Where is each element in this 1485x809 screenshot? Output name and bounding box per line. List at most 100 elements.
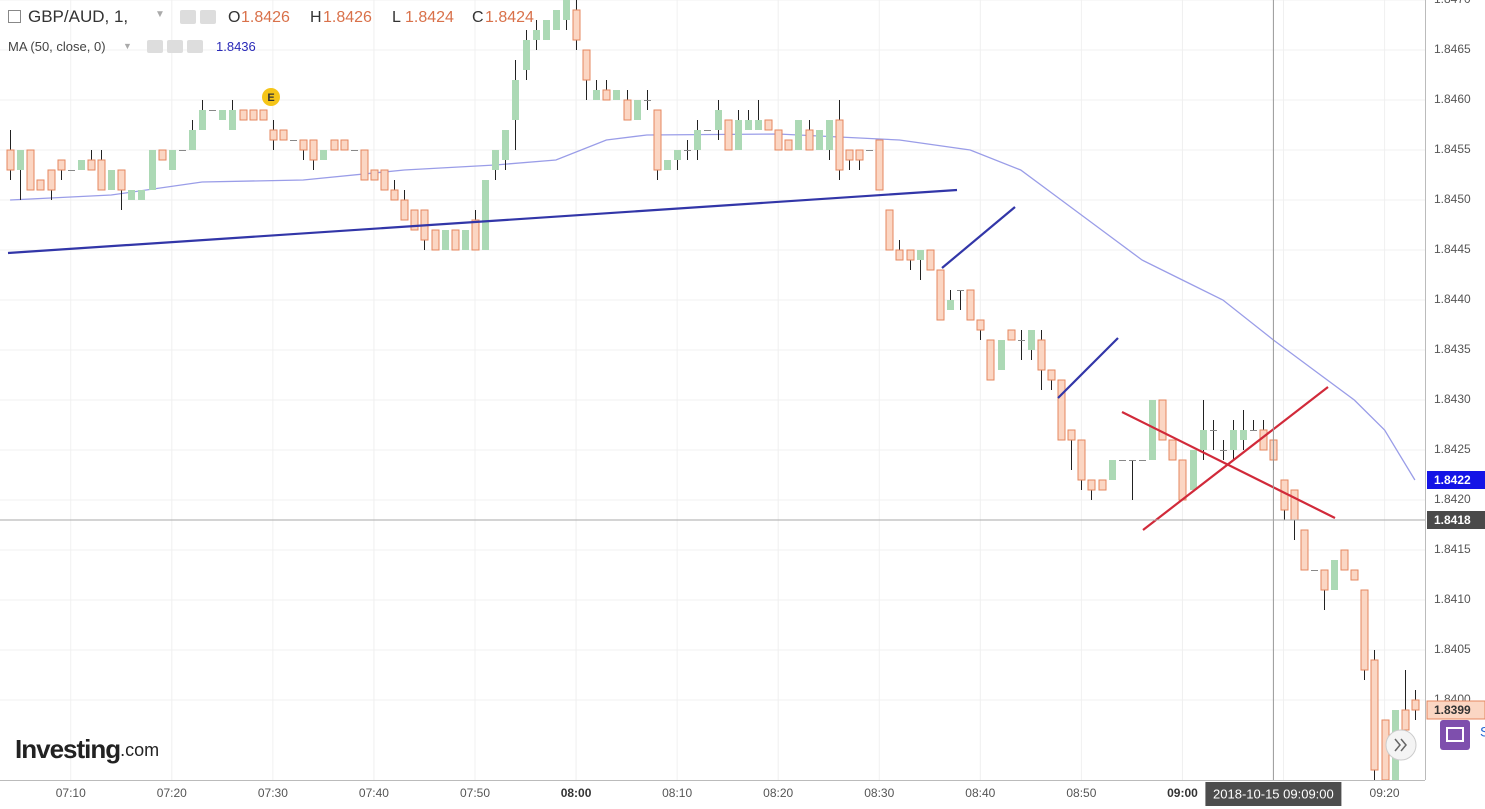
candle-body [78,160,85,170]
candle-body [826,120,833,150]
candle-body [1149,400,1156,460]
candle-body [330,139,339,151]
y-tick-label: 1.8405 [1434,642,1471,656]
candle-body [1360,589,1369,671]
dropdown-caret[interactable]: ▼ [155,9,165,20]
y-tick-label: 1.8450 [1434,192,1471,206]
candle-body [986,339,995,381]
candle-body [502,130,509,160]
candle-body [805,129,814,151]
candle-body [1129,460,1136,461]
candle-body [249,109,258,121]
candle-body [451,229,460,251]
candle-body [602,89,611,101]
candle-body [68,170,75,171]
watermark-suffix: .com [120,740,159,760]
event-marker[interactable] [262,88,280,106]
eye-icon[interactable] [180,10,196,24]
candle-body [410,209,419,231]
x-tick-label: 08:10 [662,786,692,800]
candle-body [370,169,379,181]
candle-body [431,229,440,251]
indicator-row: MA (50, close, 0) ▼ 1.8436 [0,37,260,57]
candle-body [360,149,369,181]
y-tick-label: 1.8465 [1434,42,1471,56]
candle-body [593,90,600,100]
candles [6,0,1420,781]
trend-line [1057,337,1119,399]
settings-icon[interactable] [200,10,216,24]
x-tick-label: 08:30 [864,786,894,800]
dropdown-caret[interactable]: ▼ [123,41,132,51]
y-tick-label: 1.8460 [1434,92,1471,106]
candle-body [1037,339,1046,371]
news-icon [1446,727,1464,742]
x-tick-label: 08:40 [965,786,995,800]
candle-body [1067,429,1076,441]
scroll-icon [1400,738,1407,752]
x-tick-label: 08:20 [763,786,793,800]
candle-body [774,129,783,151]
event-marker-label: E [267,92,274,104]
candle-body [209,110,216,111]
ohlc-key: C [472,9,484,26]
candle-body [1200,430,1207,450]
crosshair-price-tag-box [1427,511,1485,529]
collapse-icon[interactable] [8,10,21,23]
candle-body [320,150,327,160]
ohlc-value: 1.8424 [485,9,534,26]
candle-body [279,129,288,141]
trend-line [7,188,958,255]
y-tick-label: 1.8440 [1434,292,1471,306]
candle-body [875,139,884,191]
candle-body [169,150,176,170]
y-tick-label: 1.8420 [1434,492,1471,506]
candle-body [1220,450,1227,451]
candle-body [442,230,449,250]
candle-body [523,40,530,70]
candle-body [724,119,733,151]
scroll-button[interactable] [1385,729,1417,761]
candle-body [613,90,620,100]
candle-body [623,99,632,121]
candle-body [1178,459,1187,501]
candle-body [492,150,499,170]
candle-body [644,100,651,101]
candle-body [259,109,268,121]
candle-body [1210,430,1217,431]
candle-body [340,139,349,151]
ohlc-value: 1.8426 [241,9,290,26]
price-axis-panel [1425,0,1485,809]
x-tick-label: 09:20 [1370,786,1400,800]
ohlc-key: L [392,9,401,26]
candle-body [512,80,519,120]
remove-icon[interactable] [187,40,203,53]
symbol: GBP/AUD, 1, [28,7,129,26]
watermark-brand: Investing [15,734,120,764]
settings-icon[interactable] [167,40,183,53]
candle-body [189,130,196,150]
candle-body [936,269,945,321]
candle-body [1331,560,1338,590]
candle-body [835,119,844,171]
crosshair-time-box [1205,782,1342,806]
candle-body [784,139,793,151]
x-tick-label: 08:50 [1066,786,1096,800]
news-widget[interactable] [1440,720,1470,750]
candle-body [1158,399,1167,441]
symbol-row: GBP/AUD, 1, ▼ O 1.8426 H 1.8426 L 1.8424 C 1.84… [0,6,560,32]
candle-body [1139,460,1146,461]
candle-body [239,109,248,121]
candle-body [906,249,915,261]
ohlc-key: H [310,9,322,26]
candle-body [582,49,591,81]
candle-body [219,110,226,120]
candle-body [471,219,480,251]
candle-body [553,10,560,30]
candle-body [653,109,662,171]
eye-icon[interactable] [147,40,163,53]
trend-line [941,206,1016,269]
ohlc-value: 1.8426 [323,9,372,26]
ma-price-tag: 1.8422 [1434,473,1471,487]
